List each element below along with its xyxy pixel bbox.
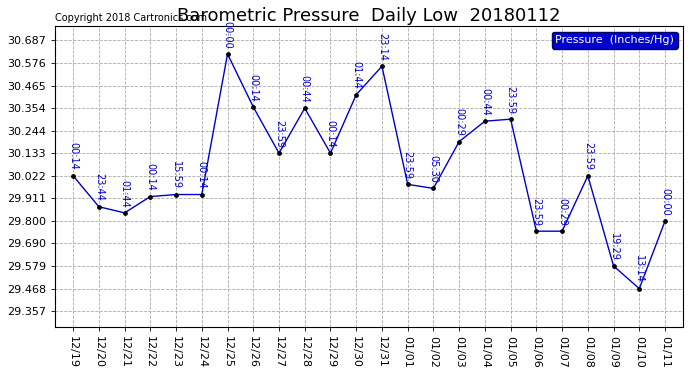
Point (634, 286, 645, 292)
Text: 00:14: 00:14 (248, 74, 258, 101)
Point (557, 228, 568, 234)
Point (222, 51, 233, 57)
Point (402, 182, 413, 188)
Text: 23:59: 23:59 (274, 120, 284, 148)
Text: 00:44: 00:44 (480, 88, 490, 116)
Point (325, 150, 336, 156)
Point (582, 173, 593, 179)
Text: 15:59: 15:59 (171, 161, 181, 189)
Point (377, 63, 388, 69)
Text: 00:14: 00:14 (326, 120, 335, 148)
Point (196, 192, 207, 198)
Text: 19:29: 19:29 (609, 232, 618, 261)
Point (299, 105, 310, 111)
Text: 00:14: 00:14 (197, 161, 207, 189)
Point (248, 104, 259, 110)
Text: 05:30: 05:30 (428, 155, 438, 183)
Text: 00:44: 00:44 (299, 75, 310, 103)
Text: 00:14: 00:14 (68, 142, 78, 170)
Point (119, 210, 130, 216)
Title: Barometric Pressure  Daily Low  20180112: Barometric Pressure Daily Low 20180112 (177, 7, 561, 25)
Text: 01:44: 01:44 (119, 180, 130, 207)
Text: 00:00: 00:00 (223, 21, 233, 48)
Text: Copyright 2018 Cartronics.com: Copyright 2018 Cartronics.com (55, 13, 207, 24)
Text: 23:59: 23:59 (403, 151, 413, 179)
Text: 23:59: 23:59 (506, 86, 515, 114)
Point (145, 194, 156, 200)
Point (170, 192, 181, 198)
Point (93, 204, 104, 210)
Text: 23:44: 23:44 (94, 173, 104, 201)
Point (505, 116, 516, 122)
Point (68, 173, 79, 179)
Point (660, 218, 671, 224)
Point (273, 150, 284, 156)
Point (480, 118, 491, 124)
Point (608, 263, 619, 269)
Text: 23:14: 23:14 (377, 33, 387, 61)
Text: 23:59: 23:59 (531, 198, 542, 226)
Text: 00:00: 00:00 (660, 188, 670, 216)
Text: 00:29: 00:29 (454, 108, 464, 136)
Text: 00:14: 00:14 (146, 163, 155, 191)
Point (351, 92, 362, 98)
Legend: Pressure  (Inches/Hg): Pressure (Inches/Hg) (552, 32, 678, 49)
Text: 13:14: 13:14 (634, 255, 644, 283)
Point (453, 139, 464, 145)
Text: 00:29: 00:29 (557, 198, 567, 226)
Point (531, 228, 542, 234)
Text: 23:59: 23:59 (583, 142, 593, 170)
Point (428, 185, 439, 191)
Text: 01:44: 01:44 (351, 62, 361, 89)
